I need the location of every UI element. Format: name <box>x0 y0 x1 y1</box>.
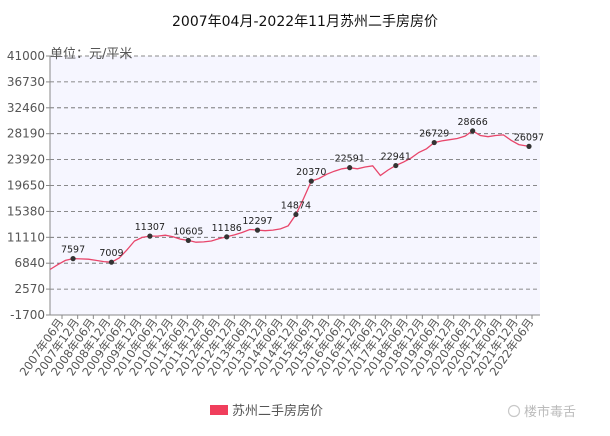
data-label: 7597 <box>61 245 85 256</box>
legend[interactable]: 苏州二手房房价 <box>210 403 323 419</box>
y-tick-label: 32460 <box>7 101 45 115</box>
y-tick-label: 28190 <box>7 127 45 141</box>
data-point <box>393 162 399 169</box>
y-tick-label: 41000 <box>7 49 45 63</box>
data-label: 22941 <box>381 152 411 163</box>
y-tick-label: 11110 <box>7 230 45 244</box>
series-line <box>49 130 530 271</box>
legend-label: 苏州二手房房价 <box>232 403 323 419</box>
y-tick-label: 36730 <box>7 75 45 89</box>
y-tick-label: 15380 <box>7 204 45 218</box>
data-point <box>470 128 476 134</box>
data-point <box>185 237 191 243</box>
data-point <box>347 165 353 171</box>
data-point <box>526 143 532 149</box>
series-layer <box>49 130 530 271</box>
data-label: 22591 <box>335 154 365 165</box>
watermark-icon <box>507 404 521 418</box>
watermark-text: 楼市毒舌 <box>524 404 576 420</box>
unit-label: 单位：元/平米 <box>50 47 132 62</box>
data-point <box>224 234 230 240</box>
data-label: 28666 <box>458 117 488 128</box>
legend-swatch <box>210 405 228 415</box>
y-tick-label: 2570 <box>14 282 45 296</box>
data-point <box>254 227 261 233</box>
data-label: 11307 <box>135 222 165 233</box>
data-point <box>308 178 314 184</box>
data-label: 14874 <box>281 200 311 211</box>
data-label: 26729 <box>419 129 449 140</box>
data-label: 10605 <box>173 226 203 237</box>
data-label: 7009 <box>99 248 123 259</box>
data-point <box>293 211 299 218</box>
y-tick-label: 6840 <box>14 256 45 270</box>
x-axis: 2007年06月2007年12月2008年06月2008年12月2009年06月… <box>17 314 540 379</box>
y-tick-label: 19650 <box>7 179 45 193</box>
data-label: 12297 <box>242 216 272 227</box>
y-tick-label: 23920 <box>7 153 45 167</box>
watermark: 楼市毒舌 <box>507 404 576 420</box>
y-axis: -1700 2570 6840 11110 15380 19650 23920 28190 32… <box>7 49 51 322</box>
data-point <box>70 256 76 262</box>
data-label: 26097 <box>514 132 544 143</box>
chart-title: 2007年04月-2022年11月苏州二手房房价 <box>172 14 438 30</box>
data-point <box>147 233 153 239</box>
data-point <box>431 139 437 146</box>
data-label: 11186 <box>212 223 242 234</box>
y-tick-label: -1700 <box>10 308 45 322</box>
data-point <box>108 259 115 265</box>
data-label: 20370 <box>296 167 326 178</box>
